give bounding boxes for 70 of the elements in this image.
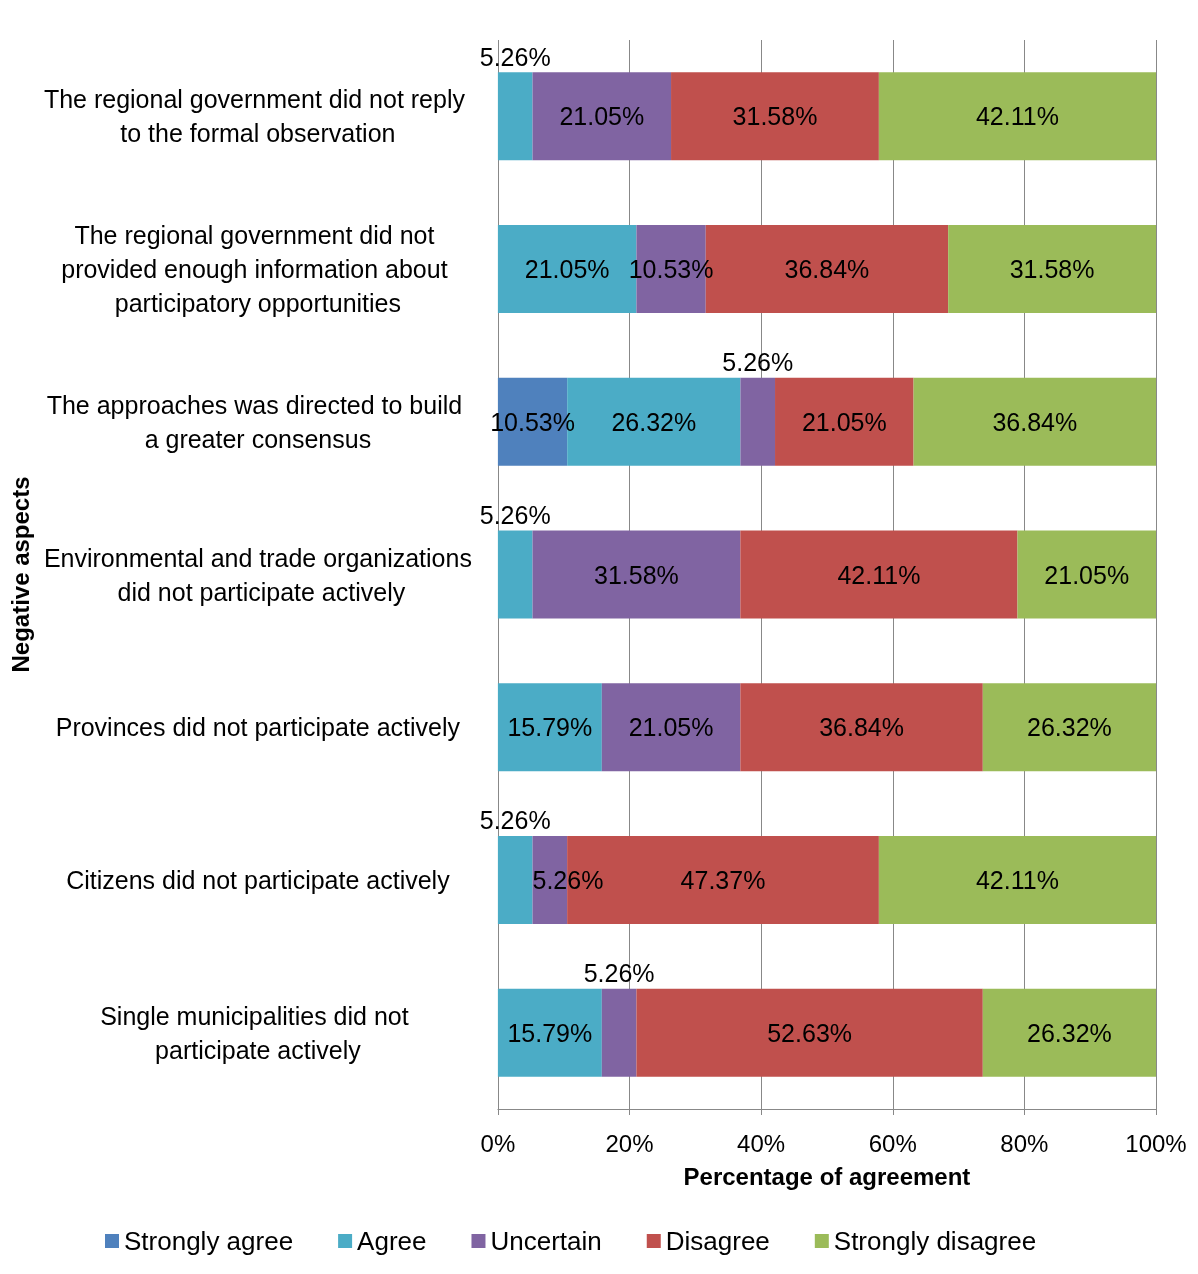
data-label: 5.26% (479, 806, 551, 835)
data-label: 31.58% (594, 560, 679, 589)
data-label: 42.11% (975, 865, 1059, 894)
x-tick-label: 40% (737, 1129, 786, 1157)
bar (740, 530, 1018, 619)
y-tick-label: The regional government did not reply to the formal observation (43, 85, 472, 148)
y-tick-label: The approaches was directed to build a greater consensus (46, 390, 470, 453)
bar (497, 683, 602, 772)
bar (671, 72, 879, 161)
bar (740, 683, 983, 772)
data-label: 15.79% (507, 1018, 593, 1047)
y-tick-label: The regional government did not provided enough information about participatory opportunities (61, 221, 455, 318)
data-label: 5.26% (722, 348, 794, 377)
data-label: 47.37% (680, 865, 766, 894)
data-label: 52.63% (767, 1018, 853, 1047)
data-label: 5.26% (583, 959, 655, 988)
x-tick-label: 80% (1000, 1129, 1049, 1157)
bar (948, 225, 1156, 314)
x-tick-label: 60% (868, 1129, 917, 1157)
data-label: 15.79% (507, 713, 593, 742)
y-tick-label: Single municipalities did not participate actively (100, 1001, 416, 1064)
legend-label: Disagree (665, 1226, 770, 1256)
data-label: 36.84% (992, 407, 1078, 436)
x-tick-label: 20% (605, 1129, 654, 1157)
bar (532, 72, 672, 161)
y-tick-label: Citizens did not participate actively (66, 865, 451, 894)
data-label: 5.26% (479, 42, 551, 71)
bar (601, 988, 637, 1077)
data-label: 21.05% (559, 102, 645, 131)
data-label: 21.05% (1044, 560, 1130, 589)
data-label: 5.26% (532, 865, 604, 894)
y-axis-title: Negative aspects (6, 476, 34, 673)
bar (913, 377, 1156, 466)
y-tick-label: Environmental and trade organizations did not participate actively (43, 543, 472, 606)
data-label: 31.58% (732, 102, 818, 131)
bar (601, 683, 741, 772)
x-tick-label: 100% (1125, 1129, 1187, 1157)
data-label: 26.32% (1027, 713, 1112, 742)
bar (878, 835, 1156, 924)
bar (636, 988, 983, 1077)
legend-label: Agree (357, 1226, 427, 1256)
data-label: 10.53% (628, 255, 714, 284)
bar (497, 72, 533, 161)
data-label: 26.32% (611, 407, 697, 436)
data-label: 36.84% (784, 255, 870, 284)
bar (878, 72, 1156, 161)
bar (740, 377, 776, 466)
bar (982, 988, 1156, 1077)
bar (1017, 530, 1156, 619)
data-label: 42.11% (975, 102, 1059, 131)
legend-label: Strongly disagree (833, 1226, 1037, 1256)
data-label: 21.05% (524, 255, 610, 284)
y-tick-label: Provinces did not participate actively (55, 713, 461, 742)
bar (532, 530, 741, 619)
data-label: 42.11% (837, 560, 921, 589)
bar (497, 988, 602, 1077)
data-label: 21.05% (628, 713, 714, 742)
data-label: 5.26% (479, 501, 551, 529)
x-tick-label: 0% (480, 1129, 516, 1157)
x-axis-title: Percentage of agreement (683, 1162, 971, 1190)
bar (775, 377, 914, 466)
bar (497, 530, 533, 619)
legend-label: Strongly agree (124, 1226, 294, 1256)
legend-label: Uncertain (490, 1226, 602, 1256)
bar (982, 683, 1156, 772)
data-label: 36.84% (819, 713, 904, 742)
data-label: 31.58% (1009, 255, 1095, 284)
bar (497, 835, 533, 924)
data-label: 21.05% (801, 407, 887, 436)
data-label: 26.32% (1027, 1018, 1112, 1047)
